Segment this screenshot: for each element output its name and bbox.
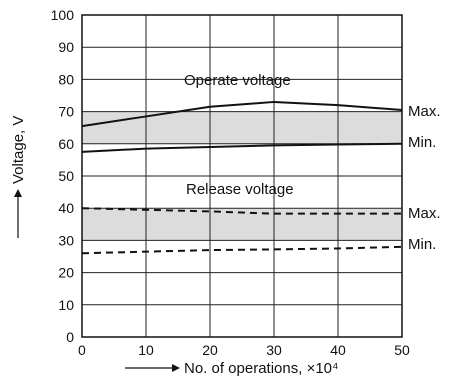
y-tick-label-6: 60 (58, 136, 74, 152)
operate-voltage-label: Operate voltage (184, 72, 291, 89)
y-axis-arrowhead (14, 189, 22, 197)
x-tick-label-4: 40 (330, 342, 346, 358)
y-tick-label-3: 30 (58, 232, 74, 248)
x-axis-arrowhead (172, 364, 180, 372)
y-axis-label: Voltage, V (10, 116, 27, 184)
y-tick-label-9: 90 (58, 39, 74, 55)
operate-min-label: Min. (408, 134, 436, 151)
y-tick-label-10: 100 (51, 7, 75, 23)
y-tick-label-1: 10 (58, 297, 74, 313)
y-tick-label-8: 80 (58, 71, 74, 87)
x-axis-label: No. of operations, ×10⁴ (184, 360, 338, 377)
series-line-2 (81, 207, 402, 215)
x-tick-label-1: 10 (138, 342, 154, 358)
plot-frame (81, 14, 403, 338)
lines-layer (81, 100, 403, 255)
y-tick-label-4: 40 (58, 200, 74, 216)
x-axis-title: No. of operations, ×10⁴ (125, 360, 338, 377)
series-line-3 (81, 245, 403, 255)
operate-max-label: Max. (408, 103, 441, 120)
y-axis-title: Voltage, V (10, 116, 27, 238)
y-tick-label-0: 0 (66, 329, 74, 345)
ticks-layer: 0 10 20 30 40 50 60 70 80 90 100 0 10 20 30 40 50 (51, 7, 410, 358)
y-tick-label-7: 70 (58, 104, 74, 120)
x-tick-label-0: 0 (78, 342, 86, 358)
x-tick-label-3: 30 (266, 342, 282, 358)
series-line-0 (81, 100, 403, 128)
grid-layer (81, 14, 403, 338)
y-tick-label-5: 50 (58, 168, 74, 184)
x-tick-label-2: 20 (202, 342, 218, 358)
release-min-label: Min. (408, 236, 436, 253)
series-line-1 (81, 142, 403, 153)
release-voltage-label: Release voltage (186, 181, 294, 198)
y-tick-label-2: 20 (58, 265, 74, 281)
x-tick-label-5: 50 (394, 342, 410, 358)
release-max-label: Max. (408, 205, 441, 222)
band-0 (82, 111, 402, 144)
